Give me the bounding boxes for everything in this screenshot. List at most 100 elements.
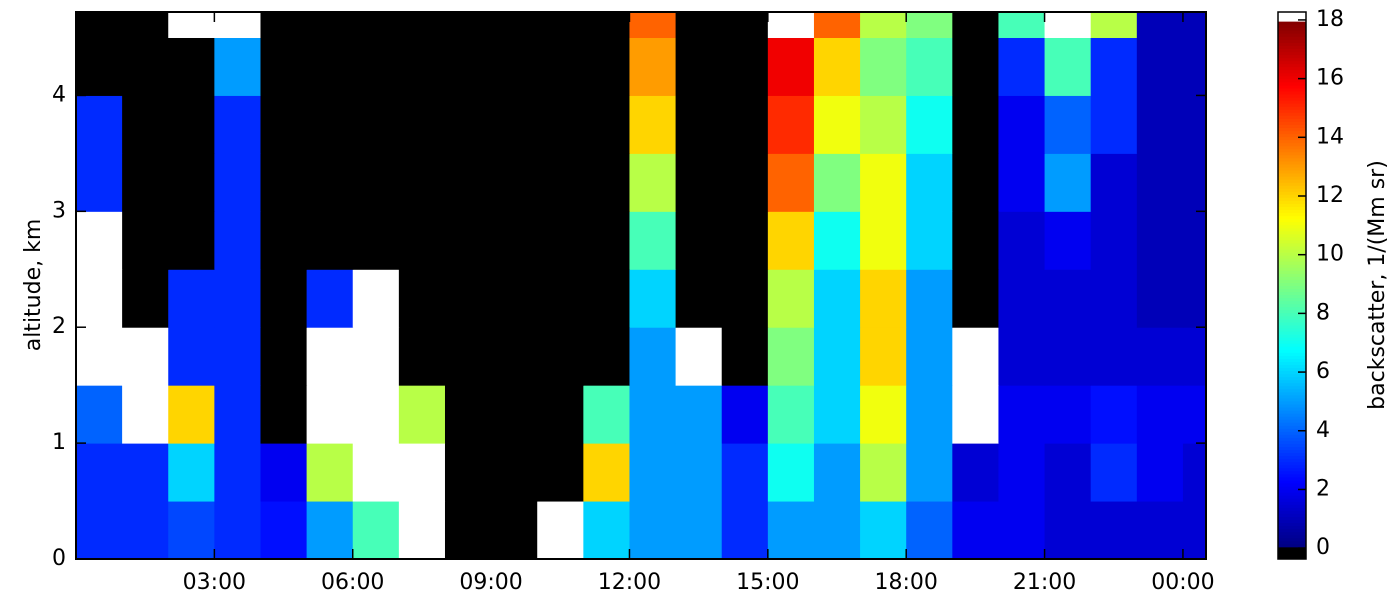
heatmap-cell (260, 153, 308, 212)
colorbar-segment (1278, 48, 1306, 53)
heatmap-cell (214, 95, 261, 154)
heatmap-cell (1136, 443, 1184, 502)
heatmap-cell (306, 327, 354, 386)
heatmap-cell (214, 327, 261, 386)
heatmap-cell (398, 269, 446, 328)
colorbar-segment (1278, 431, 1306, 435)
heatmap-cell (1182, 12, 1207, 38)
colorbar-segment (1278, 498, 1306, 502)
heatmap-cell (76, 443, 123, 502)
heatmap-cell (76, 385, 123, 444)
x-tick-label: 09:00 (459, 570, 522, 595)
heatmap-cell (398, 37, 446, 96)
heatmap-cell (168, 37, 215, 96)
colorbar-segment (1278, 170, 1306, 174)
heatmap-cell (537, 37, 584, 96)
heatmap-cell (998, 37, 1046, 96)
colorbar-segment (1278, 106, 1306, 110)
heatmap-cell (1182, 269, 1207, 328)
colorbar-segment (1278, 467, 1306, 472)
colorbar-segment (1278, 100, 1306, 104)
heatmap-cell (1044, 501, 1092, 560)
colorbar-segment (1278, 540, 1306, 545)
heatmap-cell (906, 12, 953, 38)
colorbar-segment (1278, 282, 1306, 286)
colorbar-segment (1278, 145, 1306, 150)
colorbar-segment (1278, 236, 1306, 241)
colorbar-segment (1278, 464, 1306, 469)
colorbar-segment (1278, 24, 1306, 28)
colorbar-segment (1278, 355, 1306, 359)
heatmap-cell (168, 269, 215, 328)
colorbar-segment (1278, 522, 1306, 527)
heatmap-cell (76, 501, 123, 560)
heatmap-cell (1136, 153, 1184, 212)
heatmap-cell (813, 501, 861, 560)
heatmap-cell (952, 95, 999, 154)
x-tick-label: 00:00 (1151, 570, 1214, 595)
heatmap-cell (675, 12, 723, 38)
colorbar-segment (1278, 75, 1306, 80)
colorbar-label: backscatter, 1/(Mm sr) (1365, 160, 1390, 410)
heatmap-cell (1090, 443, 1138, 502)
heatmap-cell (1090, 327, 1138, 386)
colorbar-segment (1278, 510, 1306, 514)
heatmap-cell (306, 501, 354, 560)
colorbar-segment (1278, 346, 1306, 350)
colorbar-segment (1278, 549, 1306, 554)
colorbar-segment (1278, 252, 1306, 256)
heatmap-cell (906, 327, 953, 386)
heatmap-cell (1090, 269, 1138, 328)
colorbar-segment (1278, 63, 1306, 68)
colorbar-segment (1278, 255, 1306, 259)
heatmap-cell (629, 269, 677, 328)
heatmap-cell (629, 95, 677, 154)
heatmap-cell (906, 385, 953, 444)
heatmap-cell (352, 385, 400, 444)
colorbar-segment (1278, 543, 1306, 548)
colorbar-segment (1278, 361, 1306, 366)
colorbar-segment (1278, 501, 1306, 505)
colorbar-segment (1278, 331, 1306, 335)
heatmap-cell (1044, 37, 1092, 96)
colorbar-segment (1278, 404, 1306, 408)
colorbar-segment (1278, 492, 1306, 496)
heatmap-cell (352, 327, 400, 386)
heatmap-cell (952, 501, 999, 560)
heatmap-cell (352, 443, 400, 502)
plot-frame (75, 11, 1207, 560)
colorbar-segment (1278, 258, 1306, 262)
heatmap-cell (491, 385, 538, 444)
colorbar-segment (1278, 185, 1306, 189)
heatmap-cell (1136, 95, 1184, 154)
heatmap-cell (76, 37, 123, 96)
colorbar-segment (1278, 476, 1306, 481)
heatmap-cell (813, 153, 861, 212)
colorbar-segment (1278, 118, 1306, 122)
colorbar-segment (1278, 215, 1306, 220)
heatmap-cell (1136, 269, 1184, 328)
heatmap-cell (675, 443, 723, 502)
heatmap-cell (352, 37, 400, 96)
colorbar-segment (1278, 182, 1306, 186)
heatmap-cell (537, 12, 584, 38)
heatmap-cell (1044, 153, 1092, 212)
heatmap-cell (444, 443, 492, 502)
colorbar-segment (1278, 188, 1306, 192)
heatmap-cell (721, 153, 769, 212)
colorbar-segment (1278, 176, 1306, 180)
colorbar-segment (1278, 300, 1306, 305)
colorbar-segment (1278, 519, 1306, 524)
heatmap-cell (813, 95, 861, 154)
heatmap-cell (1044, 211, 1092, 270)
colorbar-segment (1278, 209, 1306, 214)
colorbar-segment (1278, 388, 1306, 393)
heatmap-cell (122, 211, 169, 270)
colorbar-segment (1278, 479, 1306, 484)
heatmap-cell (537, 269, 584, 328)
heatmap-cell (813, 327, 861, 386)
heatmap-cell (214, 153, 261, 212)
x-tick-label: 06:00 (321, 570, 384, 595)
colorbar-segment (1278, 12, 1306, 16)
heatmap-cell (1136, 501, 1184, 560)
